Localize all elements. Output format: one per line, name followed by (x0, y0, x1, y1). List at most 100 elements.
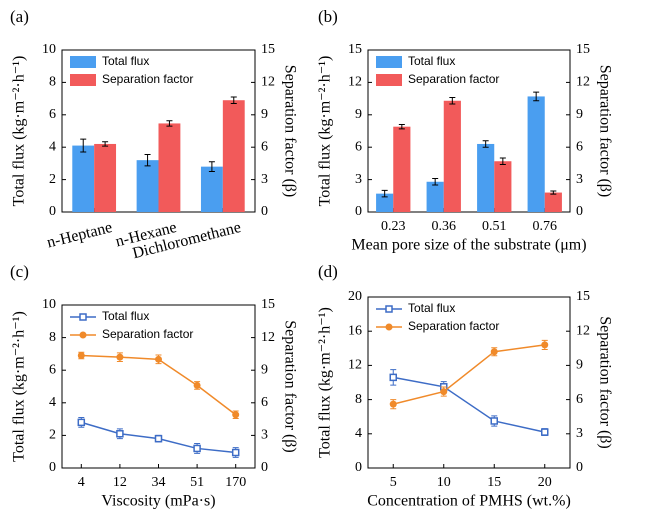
line (393, 376, 545, 433)
panel-label: (d) (318, 262, 338, 281)
x-axis-label: Concentration of PMHS (wt.%) (367, 493, 571, 510)
error-bar (80, 138, 87, 153)
marker (490, 417, 498, 425)
x-tick-label: 10 (437, 475, 451, 490)
y-tick-label: 4 (49, 395, 56, 410)
legend-label: Total flux (102, 309, 149, 323)
error-bar (208, 161, 215, 172)
panel-label: (b) (318, 7, 338, 26)
y-tick-label: 6 (49, 107, 56, 122)
error-bar (499, 157, 506, 165)
legend-label: Total flux (408, 301, 455, 315)
panel-label: (c) (10, 262, 29, 281)
y2-tick-label: 6 (576, 392, 583, 407)
error-bar (432, 178, 439, 186)
error-bar (398, 124, 405, 130)
y2-tick-label: 12 (576, 323, 590, 338)
bar (393, 126, 411, 212)
marker (232, 411, 240, 419)
y2-tick-label: 15 (576, 42, 590, 57)
legend-marker (385, 305, 393, 313)
marker (490, 348, 498, 356)
error-bar (166, 120, 173, 127)
bar (544, 192, 562, 212)
legend-label: Separation factor (102, 327, 193, 341)
y2-tick-label: 9 (261, 107, 268, 122)
y2-axis-label: Separation factor (β) (281, 65, 298, 198)
panel: (c) 0 2 4 6 8 10 0 3 6 9 12 15 4 12 34 51 170 Viscosity (m… (10, 262, 298, 510)
legend-swatch (376, 56, 402, 68)
y-axis-label: Total flux (kg·m⁻²·h⁻¹) (317, 307, 334, 458)
marker (440, 388, 448, 396)
legend-swatch (376, 74, 402, 86)
x-tick-label: 4 (78, 475, 85, 490)
legend-label: Separation factor (408, 72, 499, 86)
y2-tick-label: 12 (261, 75, 275, 90)
y-tick-label: 15 (348, 42, 362, 57)
error-bar (550, 190, 557, 195)
marker (154, 434, 163, 443)
y2-tick-label: 9 (576, 107, 583, 122)
y2-tick-label: 0 (261, 204, 268, 219)
y-tick-label: 4 (355, 426, 362, 441)
x-tick-label: 5 (390, 475, 397, 490)
y2-tick-label: 9 (576, 358, 583, 373)
y2-tick-label: 3 (261, 428, 268, 443)
marker (77, 418, 86, 427)
error-bar (381, 189, 388, 198)
x-axis-label: Viscosity (mPa·s) (101, 493, 215, 510)
legend-label: Separation factor (102, 72, 193, 86)
y-axis-label: Total flux (kg·m⁻²·h⁻¹) (317, 56, 334, 207)
y-tick-label: 0 (49, 204, 56, 219)
y2-tick-label: 6 (576, 139, 583, 154)
y-tick-label: 20 (348, 289, 362, 304)
marker (116, 353, 124, 361)
legend-swatch (70, 56, 96, 68)
y-tick-label: 12 (348, 75, 362, 90)
panel-label: (a) (10, 7, 29, 26)
x-tick-label: 0.51 (482, 219, 507, 234)
y-tick-label: 16 (348, 323, 362, 338)
y-axis-label: Total flux (kg·m⁻²·h⁻¹) (11, 56, 28, 207)
line (393, 344, 545, 405)
bar (376, 193, 394, 212)
y2-tick-label: 15 (576, 289, 590, 304)
marker (389, 373, 397, 382)
y-axis-label: Total flux (kg·m⁻²·h⁻¹) (11, 311, 28, 462)
y-tick-label: 8 (49, 330, 56, 345)
x-tick-label: 170 (225, 475, 246, 490)
y2-tick-label: 12 (261, 330, 275, 345)
bar (94, 143, 117, 212)
legend-label: Total flux (102, 54, 149, 68)
y2-tick-label: 12 (576, 75, 590, 90)
x-tick-label: 20 (538, 475, 552, 490)
error-bar (102, 141, 109, 147)
y2-tick-label: 3 (576, 172, 583, 187)
x-tick-label: 15 (487, 475, 501, 490)
y2-tick-label: 3 (261, 172, 268, 187)
legend-swatch (70, 74, 96, 86)
y2-axis-label: Separation factor (β) (281, 320, 298, 453)
legend-label: Separation factor (408, 319, 499, 333)
marker (541, 428, 549, 436)
marker (541, 341, 549, 349)
y-tick-label: 2 (49, 172, 56, 187)
marker (193, 381, 201, 389)
marker (155, 355, 162, 363)
y-tick-label: 6 (355, 139, 362, 154)
y2-tick-label: 0 (576, 460, 583, 475)
bar (72, 145, 95, 212)
y2-tick-label: 9 (261, 362, 268, 377)
marker (231, 448, 240, 457)
y-tick-label: 0 (49, 460, 56, 475)
marker (193, 444, 201, 453)
y2-axis-label: Separation factor (β) (596, 65, 613, 198)
x-tick-label: 12 (113, 475, 127, 490)
panel: (b) 0 3 6 9 12 15 0 3 6 9 12 15 0.23 0.36 0.51 0.76 Mean … (317, 7, 614, 254)
x-tick-label: n-Heptane (45, 219, 114, 252)
y-tick-label: 8 (49, 75, 56, 90)
y2-tick-label: 0 (261, 460, 268, 475)
x-tick-label: 34 (152, 475, 166, 490)
